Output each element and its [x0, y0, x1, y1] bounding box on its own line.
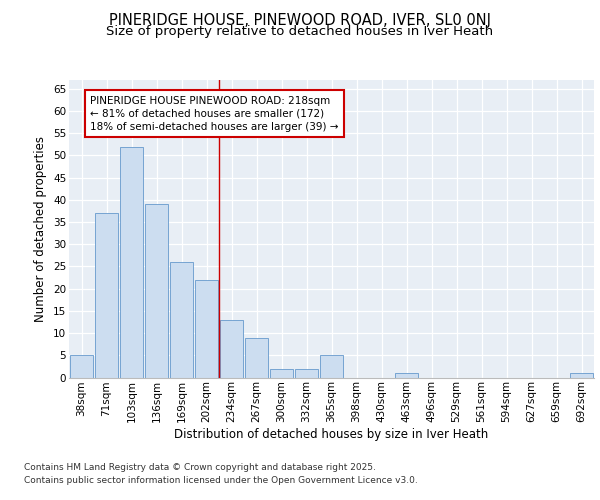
Bar [170, 262, 193, 378]
Bar [220, 320, 243, 378]
Text: PINERIDGE HOUSE, PINEWOOD ROAD, IVER, SL0 0NJ: PINERIDGE HOUSE, PINEWOOD ROAD, IVER, SL… [109, 12, 491, 28]
Text: Contains public sector information licensed under the Open Government Licence v3: Contains public sector information licen… [24, 476, 418, 485]
Text: Contains HM Land Registry data © Crown copyright and database right 2025.: Contains HM Land Registry data © Crown c… [24, 464, 376, 472]
Bar [320, 356, 343, 378]
Bar [120, 146, 143, 378]
Text: Size of property relative to detached houses in Iver Heath: Size of property relative to detached ho… [106, 25, 494, 38]
X-axis label: Distribution of detached houses by size in Iver Heath: Distribution of detached houses by size … [175, 428, 488, 441]
Text: PINERIDGE HOUSE PINEWOOD ROAD: 218sqm
← 81% of detached houses are smaller (172): PINERIDGE HOUSE PINEWOOD ROAD: 218sqm ← … [90, 96, 339, 132]
Bar [70, 356, 93, 378]
Y-axis label: Number of detached properties: Number of detached properties [34, 136, 47, 322]
Bar [570, 373, 593, 378]
Bar [245, 338, 268, 378]
Bar [270, 368, 293, 378]
Bar [395, 373, 418, 378]
Bar [195, 280, 218, 378]
Bar [145, 204, 168, 378]
Bar [95, 213, 118, 378]
Bar [295, 368, 318, 378]
